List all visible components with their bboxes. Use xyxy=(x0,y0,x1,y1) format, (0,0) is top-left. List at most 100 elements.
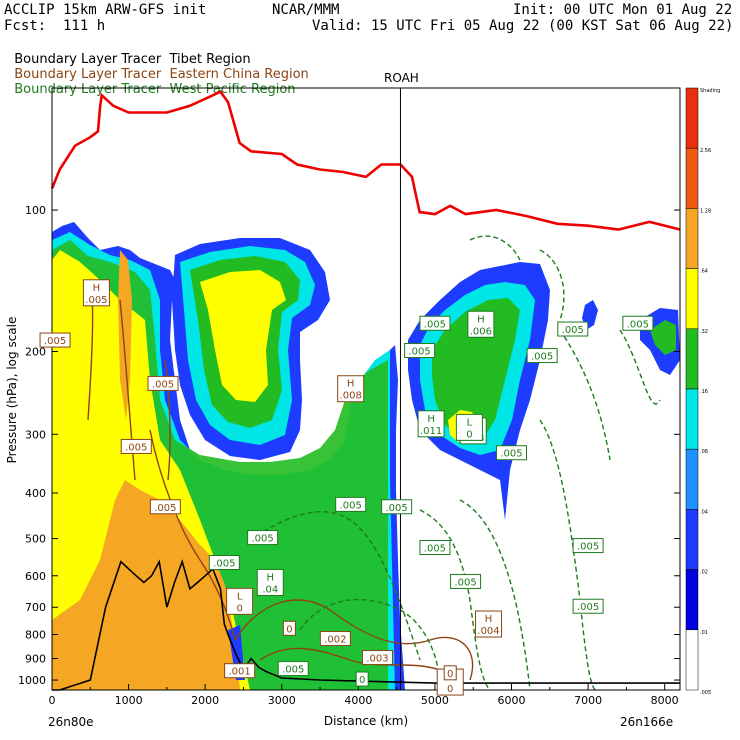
contour-label-box xyxy=(381,499,413,515)
contour-label-box xyxy=(557,321,589,337)
plot-frame xyxy=(51,87,681,691)
contour-label: .005 xyxy=(531,352,553,363)
contour-label-box xyxy=(120,438,152,454)
legend-tracer-west-pacific: Boundary Layer Tracer West Pacific Regio… xyxy=(6,66,295,98)
contour-label-box xyxy=(319,631,351,647)
contour-label: .005 xyxy=(577,602,599,613)
y-tick-label: 600 xyxy=(25,570,46,583)
colorbar-swatch xyxy=(685,147,699,209)
contour-west-pacific xyxy=(249,329,661,690)
colorbar-level-label: .64 xyxy=(700,269,708,275)
contour-label: .005 xyxy=(282,665,304,676)
x-tick-label: 0 xyxy=(49,694,56,707)
colorbar-swatch xyxy=(685,569,699,631)
x-tick-label: 4000 xyxy=(344,694,372,707)
tracer-shading xyxy=(52,222,680,690)
peak-label-type: H xyxy=(427,414,435,425)
colorbar-level-label: 1.28 xyxy=(700,208,711,214)
colorbar-swatch xyxy=(685,509,699,570)
contour-label: .005 xyxy=(577,542,599,553)
contour-label-box xyxy=(496,445,528,461)
contour-label-box xyxy=(361,650,393,666)
colorbar-level-label: .16 xyxy=(700,389,708,395)
peak-label-box xyxy=(337,375,365,403)
peak-label-value: 0 xyxy=(466,429,472,440)
colorbar-swatch xyxy=(685,448,699,510)
contour-label-box xyxy=(443,665,457,681)
y-tick-label: 800 xyxy=(25,628,46,641)
contour-label: .005 xyxy=(386,503,408,514)
legend-tracer-label: Boundary Layer Tracer xyxy=(14,67,162,82)
contour-label: 0 xyxy=(447,669,453,680)
contour-label: .005 xyxy=(213,559,235,570)
shading-orange-column xyxy=(118,250,132,420)
x-tick-label: 2000 xyxy=(191,694,219,707)
tropopause-layer xyxy=(50,90,681,231)
peak-label-type: H xyxy=(267,572,275,583)
contour-eastern-china xyxy=(149,429,474,681)
contour-label-box xyxy=(282,620,296,636)
contour-label: .002 xyxy=(324,635,346,646)
peak-label-type: H xyxy=(477,314,485,325)
legend-tracer-region: Eastern China Region xyxy=(169,67,309,82)
init-time: Init: 00 UTC Mon 01 Aug 22 xyxy=(513,2,733,18)
contour-label-box xyxy=(224,663,256,679)
contour-label: .005 xyxy=(125,442,147,453)
peak-label-type: L xyxy=(467,417,473,428)
colorbar-level-label: .08 xyxy=(700,449,708,455)
colorbar-swatch xyxy=(685,268,699,330)
colorbar-level-label: .005 xyxy=(700,690,711,696)
y-tick-label: 300 xyxy=(25,428,46,441)
contour-label: .005 xyxy=(500,449,522,460)
contour-label: .001 xyxy=(229,667,251,678)
contour-label-box xyxy=(39,332,71,348)
colorbar-level-label: .01 xyxy=(700,630,708,636)
contour-label-box xyxy=(526,348,558,364)
tropopause-line xyxy=(50,90,681,231)
peak-label-type: H xyxy=(485,614,493,625)
y-tick-label: 200 xyxy=(25,346,46,359)
legend-tracer-region: Tibet Region xyxy=(169,52,251,67)
contour-label: 0 xyxy=(286,624,292,635)
contour-label: .005 xyxy=(424,319,446,330)
contour-label: .003 xyxy=(366,654,388,665)
colorbar-swatch xyxy=(685,87,699,149)
colorbar-level-label: .32 xyxy=(700,329,708,335)
peak-label-value: .04 xyxy=(262,584,278,595)
peak-label-box xyxy=(455,413,483,441)
contour-label-box xyxy=(149,499,181,515)
legend-tracer-eastern-china: Boundary Layer Tracer Eastern China Regi… xyxy=(6,51,309,83)
chart-center-title: NCAR/MMM xyxy=(272,2,340,18)
contour-label: .005 xyxy=(154,503,176,514)
contour-label: .005 xyxy=(251,534,273,545)
y-axis-label: Pressure (hPa), log scale xyxy=(5,317,19,464)
contour-label-box xyxy=(335,496,367,512)
chart-title: ACCLIP 15km ARW-GFS init xyxy=(4,2,207,18)
x-tick-label: 7000 xyxy=(574,694,602,707)
x-tick-label: 3000 xyxy=(268,694,296,707)
axes-layer: 0 1000 2000 3000 4000 5000 6000 7000 80001002003… xyxy=(18,87,681,707)
peak-label-box xyxy=(226,587,254,615)
peak-label-box xyxy=(467,310,495,338)
contour-label: .005 xyxy=(340,500,362,511)
shading-east-green xyxy=(650,320,676,355)
legend-tracer-label: Boundary Layer Tracer xyxy=(14,82,162,97)
peak-label-value: .005 xyxy=(85,295,107,306)
x-tick-label: 8000 xyxy=(651,694,679,707)
colorbar-level-label: .02 xyxy=(700,570,708,576)
contour-label-layer: H.005H.008H.011H.008H.006H.04H.004L0L0L0… xyxy=(39,279,654,696)
colorbar-level-label: Shading xyxy=(700,88,720,94)
contour-label-box xyxy=(622,315,654,331)
x-tick-label: 5000 xyxy=(421,694,449,707)
x-tick-label: 6000 xyxy=(498,694,526,707)
y-tick-label: 1000 xyxy=(18,674,46,687)
contour-label: .005 xyxy=(562,325,584,336)
colorbar-swatch xyxy=(685,328,699,390)
colorbar-level-label: 2.56 xyxy=(700,148,711,154)
section-end-label: 26n166e xyxy=(620,715,673,729)
contour-label-box xyxy=(572,538,604,554)
contour-label-box xyxy=(419,540,451,556)
y-tick-label: 400 xyxy=(25,487,46,500)
shading-ring-yellow xyxy=(200,270,286,402)
